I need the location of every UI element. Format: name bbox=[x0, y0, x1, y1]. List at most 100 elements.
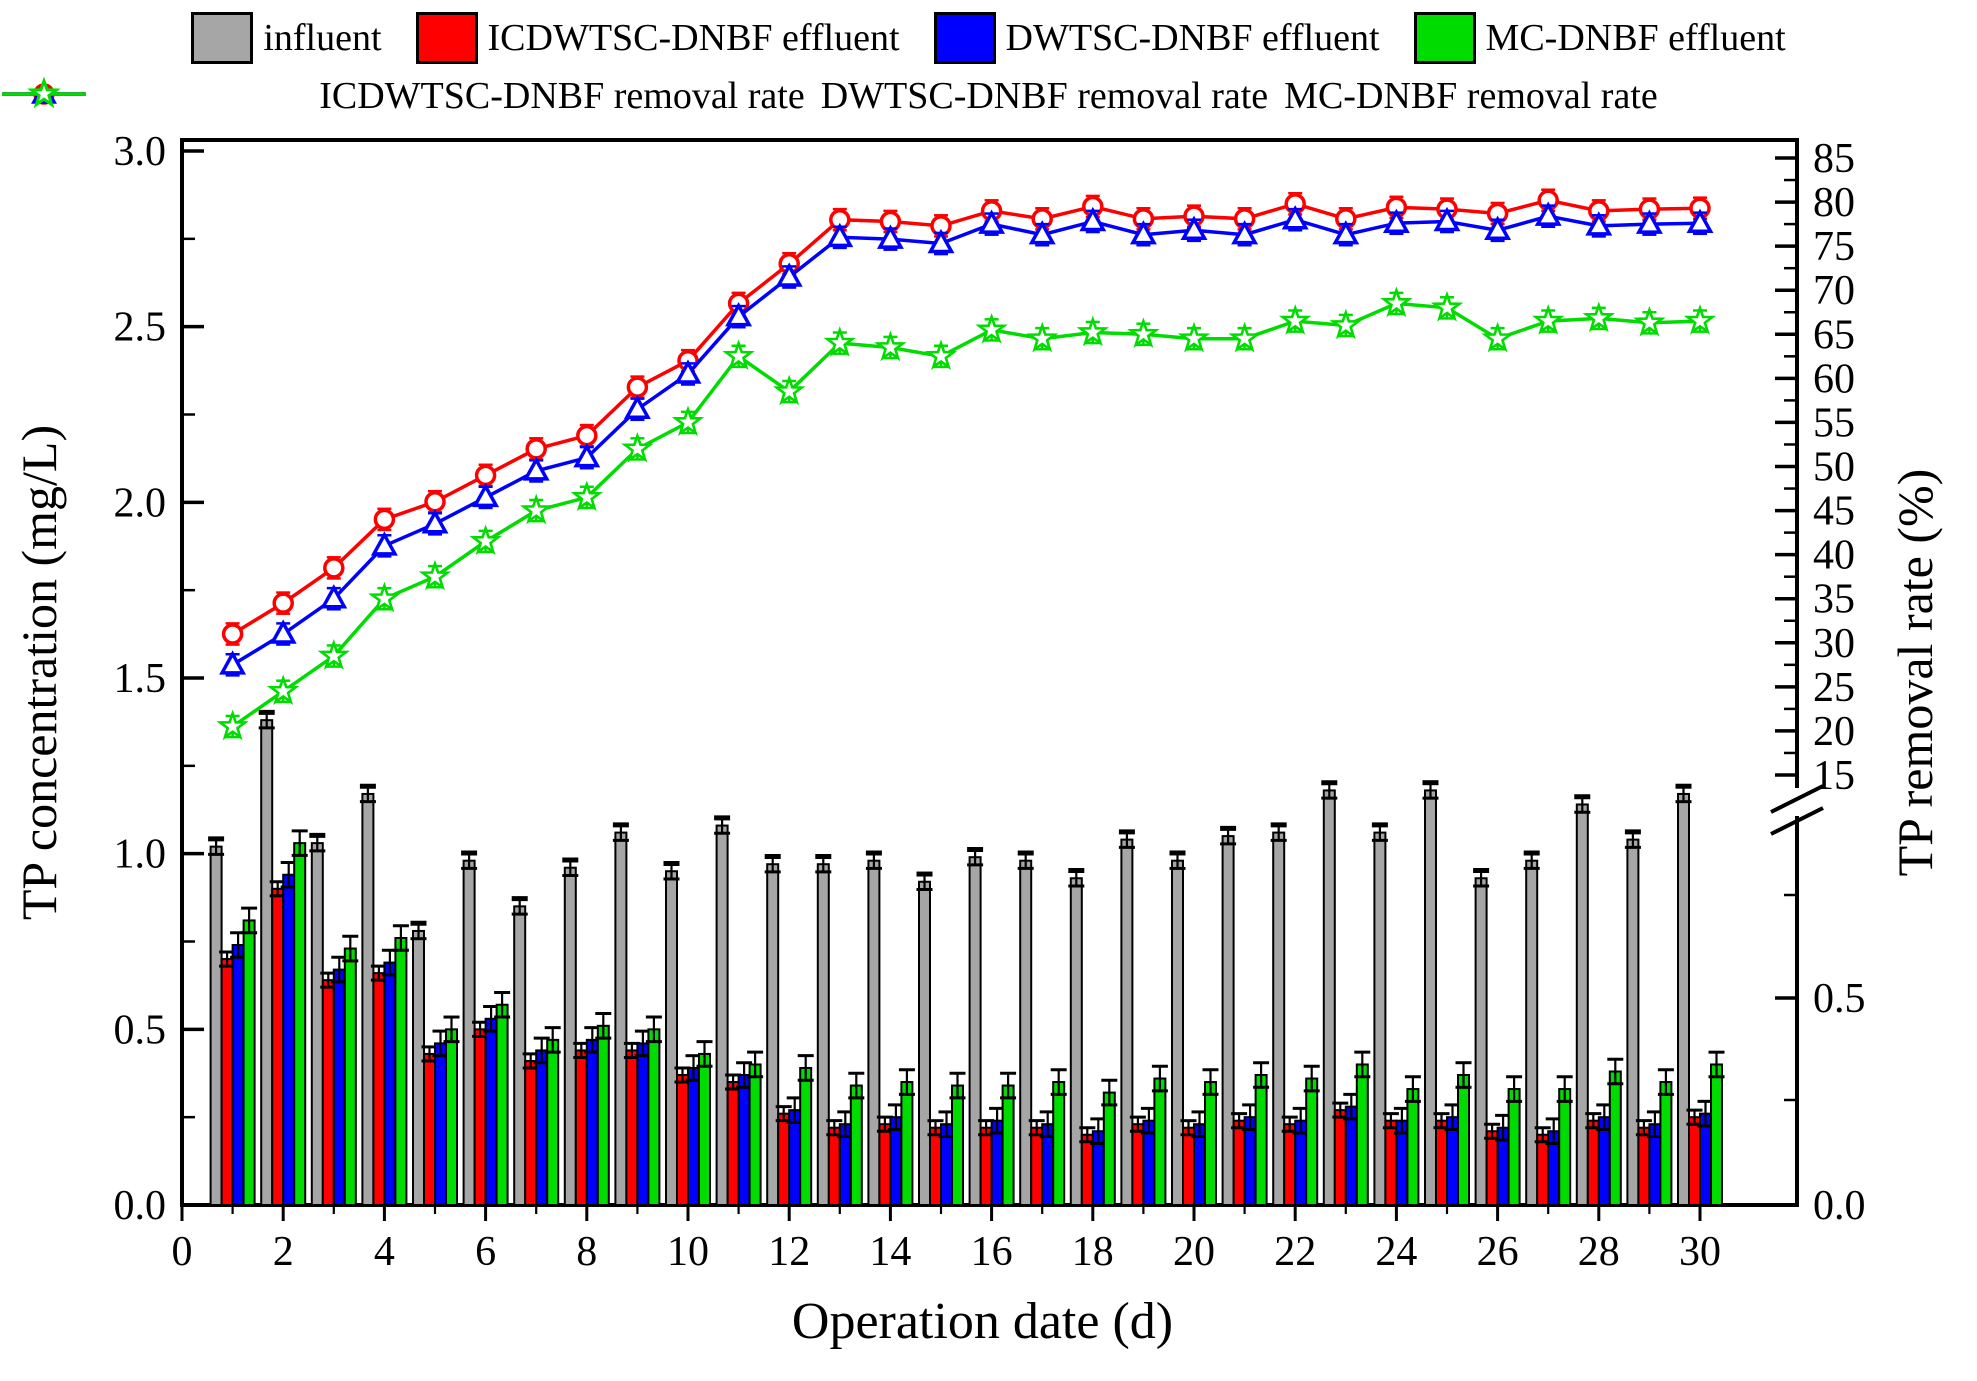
green-star-line-icon bbox=[2, 76, 86, 109]
bar bbox=[698, 1052, 711, 1206]
star-marker bbox=[975, 312, 1008, 344]
star-marker bbox=[1380, 286, 1413, 318]
bar bbox=[462, 859, 476, 1207]
left-axis: 0.0 0.5 1.0 1.5 2.0 2.5 3.0 bbox=[114, 129, 204, 1229]
bar bbox=[1001, 1084, 1015, 1206]
bar bbox=[332, 968, 346, 1207]
star-marker bbox=[1025, 321, 1059, 353]
bar bbox=[361, 792, 375, 1206]
bar bbox=[726, 1081, 740, 1206]
bar bbox=[1406, 1088, 1420, 1207]
x-axis-title: Operation date (d) bbox=[792, 1293, 1173, 1350]
triangle-marker bbox=[978, 209, 1006, 234]
bar bbox=[231, 944, 245, 1206]
bar bbox=[423, 1052, 436, 1206]
bar bbox=[1120, 838, 1134, 1206]
triangle-marker bbox=[219, 650, 247, 675]
right-axis-tick-label: 60 bbox=[1813, 356, 1855, 402]
legend-line-row: ICDWTSC-DNBF removal rate DWTSC-DNBF rem… bbox=[0, 74, 1977, 118]
x-axis-tick-label: 4 bbox=[374, 1229, 395, 1275]
star-marker bbox=[1531, 304, 1565, 335]
star-marker bbox=[570, 480, 603, 512]
legend-item-mc-effluent: MC-DNBF effluent bbox=[1413, 12, 1786, 64]
bar bbox=[827, 1126, 841, 1206]
bar bbox=[495, 1003, 509, 1206]
triangle-marker bbox=[1382, 208, 1410, 233]
bar bbox=[665, 870, 678, 1206]
icdwtsc-effluent-swatch bbox=[415, 12, 478, 64]
right-axis-tick-label: 0.5 bbox=[1813, 976, 1866, 1022]
bar bbox=[867, 859, 881, 1207]
star-marker bbox=[1127, 317, 1160, 349]
bar bbox=[1080, 1133, 1094, 1206]
star-marker bbox=[1177, 321, 1211, 353]
bar bbox=[524, 1059, 538, 1207]
star-marker bbox=[874, 330, 907, 362]
bar bbox=[434, 1042, 447, 1207]
bar bbox=[293, 842, 307, 1206]
bar bbox=[1710, 1063, 1723, 1207]
star-marker bbox=[924, 339, 958, 371]
bar bbox=[1052, 1081, 1066, 1206]
triangle-marker bbox=[472, 482, 500, 508]
bar bbox=[1322, 789, 1336, 1207]
bar bbox=[748, 1063, 762, 1207]
triangle-marker bbox=[573, 443, 601, 468]
circle-marker bbox=[323, 557, 345, 579]
bars-influent bbox=[208, 709, 1692, 1207]
circle-marker bbox=[474, 464, 497, 487]
bar bbox=[979, 1126, 993, 1206]
x-axis-tick-label: 30 bbox=[1679, 1229, 1721, 1275]
bar bbox=[1153, 1077, 1167, 1207]
legend-item-icdwtsc-effluent: ICDWTSC-DNBF effluent bbox=[415, 12, 900, 64]
left-axis-tick-label: 1.0 bbox=[114, 832, 167, 878]
bar bbox=[737, 1074, 751, 1207]
bar bbox=[343, 947, 357, 1206]
line-mc-dnbf-removal-rate bbox=[216, 286, 1717, 741]
left-axis-tick-label: 2.0 bbox=[114, 480, 167, 526]
circle-marker bbox=[576, 424, 598, 447]
x-axis-tick-label: 18 bbox=[1072, 1229, 1114, 1275]
bar bbox=[445, 1028, 458, 1207]
bar bbox=[1424, 789, 1437, 1207]
bar bbox=[715, 824, 729, 1206]
right-axis-title: TP removal rate (%) bbox=[1887, 469, 1943, 877]
right-axis-tick-label: 80 bbox=[1813, 180, 1855, 226]
bar bbox=[929, 1126, 942, 1206]
left-axis-tick-label: 2.5 bbox=[114, 305, 167, 351]
star-marker bbox=[266, 674, 300, 706]
legend-item-dwtsc-rate: DWTSC-DNBF removal rate bbox=[2, 74, 1268, 118]
triangle-marker bbox=[370, 531, 398, 556]
x-axis-tick-label: 16 bbox=[971, 1229, 1013, 1275]
bar bbox=[676, 1074, 689, 1207]
bar bbox=[1204, 1081, 1217, 1206]
legend-label: influent bbox=[263, 17, 382, 59]
bar bbox=[900, 1081, 914, 1206]
star-marker bbox=[1481, 321, 1514, 353]
bar bbox=[1333, 1109, 1347, 1207]
bar bbox=[1254, 1074, 1268, 1207]
left-axis-tick-label: 0.5 bbox=[114, 1007, 167, 1053]
triangle-marker bbox=[725, 302, 753, 327]
x-axis-tick-label: 10 bbox=[667, 1229, 709, 1275]
bar bbox=[951, 1084, 964, 1206]
legend-item-influent: influent bbox=[191, 12, 382, 64]
circle-marker bbox=[272, 592, 294, 614]
right-axis-tick-label: 45 bbox=[1813, 489, 1855, 535]
right-axis-tick-label: 15 bbox=[1813, 753, 1855, 799]
bar bbox=[1688, 1116, 1701, 1206]
triangle-marker bbox=[1686, 208, 1714, 233]
right-axis-tick-label: 40 bbox=[1813, 533, 1855, 579]
star-marker bbox=[1683, 304, 1717, 335]
right-axis-tick-label: 30 bbox=[1813, 621, 1855, 667]
bars-mc-dnbf-effluent bbox=[241, 829, 1725, 1207]
triangle-marker bbox=[1332, 220, 1360, 245]
bar bbox=[968, 856, 982, 1206]
bar bbox=[242, 919, 256, 1206]
bar bbox=[546, 1038, 560, 1206]
bars-icdwtsc-dnbf-effluent bbox=[219, 880, 1703, 1207]
star-marker bbox=[368, 581, 401, 613]
bar bbox=[1474, 877, 1488, 1206]
bar bbox=[1171, 859, 1184, 1207]
